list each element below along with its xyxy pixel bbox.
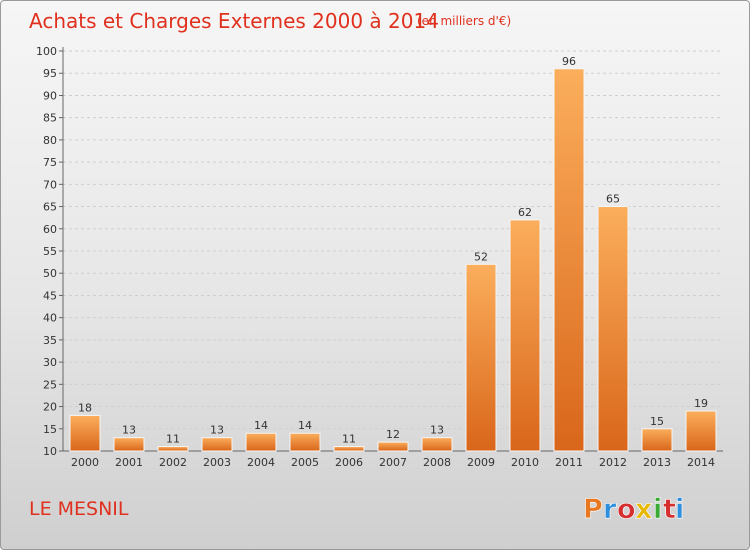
bar-2011 <box>553 68 585 452</box>
logo-letter: P <box>583 494 603 525</box>
y-tick-label: 20 <box>43 401 57 414</box>
bar-2000 <box>69 414 101 452</box>
bar-2013 <box>641 428 673 452</box>
y-tick-label: 90 <box>43 89 57 102</box>
data-label-2000: 18 <box>78 401 92 414</box>
y-tick-label: 50 <box>43 267 57 280</box>
data-labels: 18 13 11 13 14 14 11 12 13 52 62 96 65 15 19 <box>78 55 708 446</box>
data-label-2002: 11 <box>166 433 180 446</box>
data-label-2010: 62 <box>518 206 532 219</box>
bar-2002 <box>157 446 189 452</box>
x-tick-label: 2002 <box>159 456 187 469</box>
x-tick-label: 2000 <box>71 456 99 469</box>
x-tick-label: 2012 <box>599 456 627 469</box>
y-tick-label: 85 <box>43 112 57 125</box>
bar-2014 <box>685 410 717 452</box>
data-label-2014: 19 <box>694 397 708 410</box>
bar-2009 <box>465 263 497 452</box>
bar-2003 <box>201 437 233 452</box>
x-tick-label: 2001 <box>115 456 143 469</box>
x-axis-ticks: 2000 2001 2002 2003 2004 2005 2006 2007 2008 2009… <box>71 456 715 469</box>
logo-letter: i <box>675 494 684 525</box>
chart-subtitle: (en milliers d'€) <box>417 14 511 28</box>
data-label-2004: 14 <box>254 419 268 432</box>
bar-2006 <box>333 446 365 452</box>
y-tick-label: 60 <box>43 223 57 236</box>
data-label-2005: 14 <box>298 419 312 432</box>
logo-letter: x <box>635 494 652 525</box>
bar-2004 <box>245 432 277 452</box>
y-tick-label: 35 <box>43 334 57 347</box>
y-tick-label: 45 <box>43 289 57 302</box>
bar-2012 <box>597 206 629 452</box>
y-tick-label: 55 <box>43 245 57 258</box>
data-label-2003: 13 <box>210 424 224 437</box>
y-tick-label: 80 <box>43 134 57 147</box>
y-tick-label: 75 <box>43 156 57 169</box>
bars <box>69 68 717 452</box>
x-tick-label: 2005 <box>291 456 319 469</box>
data-label-2008: 13 <box>430 424 444 437</box>
x-tick-label: 2004 <box>247 456 275 469</box>
bar-2008 <box>421 437 453 452</box>
x-tick-label: 2003 <box>203 456 231 469</box>
data-label-2012: 65 <box>606 193 620 206</box>
x-tick-label: 2008 <box>423 456 451 469</box>
y-tick-label: 30 <box>43 356 57 369</box>
y-tick-label: 95 <box>43 67 57 80</box>
grid-lines <box>63 50 723 452</box>
y-tick-label: 100 <box>36 45 57 58</box>
x-tick-label: 2013 <box>643 456 671 469</box>
y-tick-label: 25 <box>43 378 57 391</box>
chart-title: Achats et Charges Externes 2000 à 2014 <box>29 9 439 33</box>
logo-letter: r <box>603 494 617 525</box>
logo-letter: o <box>617 494 636 525</box>
x-tick-label: 2007 <box>379 456 407 469</box>
y-tick-label: 40 <box>43 312 57 325</box>
y-tick-label: 65 <box>43 201 57 214</box>
bar-2001 <box>113 437 145 452</box>
x-tick-label: 2006 <box>335 456 363 469</box>
logo-letter: t <box>663 494 676 525</box>
commune-name: LE MESNIL <box>29 498 129 520</box>
logo-letter: i <box>653 494 662 525</box>
data-label-2013: 15 <box>650 415 664 428</box>
data-label-2007: 12 <box>386 428 400 441</box>
data-label-2009: 52 <box>474 250 488 263</box>
y-tick-label: 10 <box>43 445 57 458</box>
data-label-2006: 11 <box>342 433 356 446</box>
x-tick-label: 2009 <box>467 456 495 469</box>
bar-2007 <box>377 441 409 452</box>
x-tick-label: 2011 <box>555 456 583 469</box>
y-axis-ticks: 10 15 20 25 30 35 40 45 50 55 60 65 70 75 80 85 90 95 100 <box>36 45 63 458</box>
x-tick-label: 2010 <box>511 456 539 469</box>
y-tick-label: 70 <box>43 178 57 191</box>
data-label-2001: 13 <box>122 424 136 437</box>
y-tick-label: 15 <box>43 423 57 436</box>
bar-2010 <box>509 219 541 452</box>
data-label-2011: 96 <box>562 55 576 68</box>
bar-2005 <box>289 432 321 452</box>
x-tick-label: 2014 <box>687 456 715 469</box>
